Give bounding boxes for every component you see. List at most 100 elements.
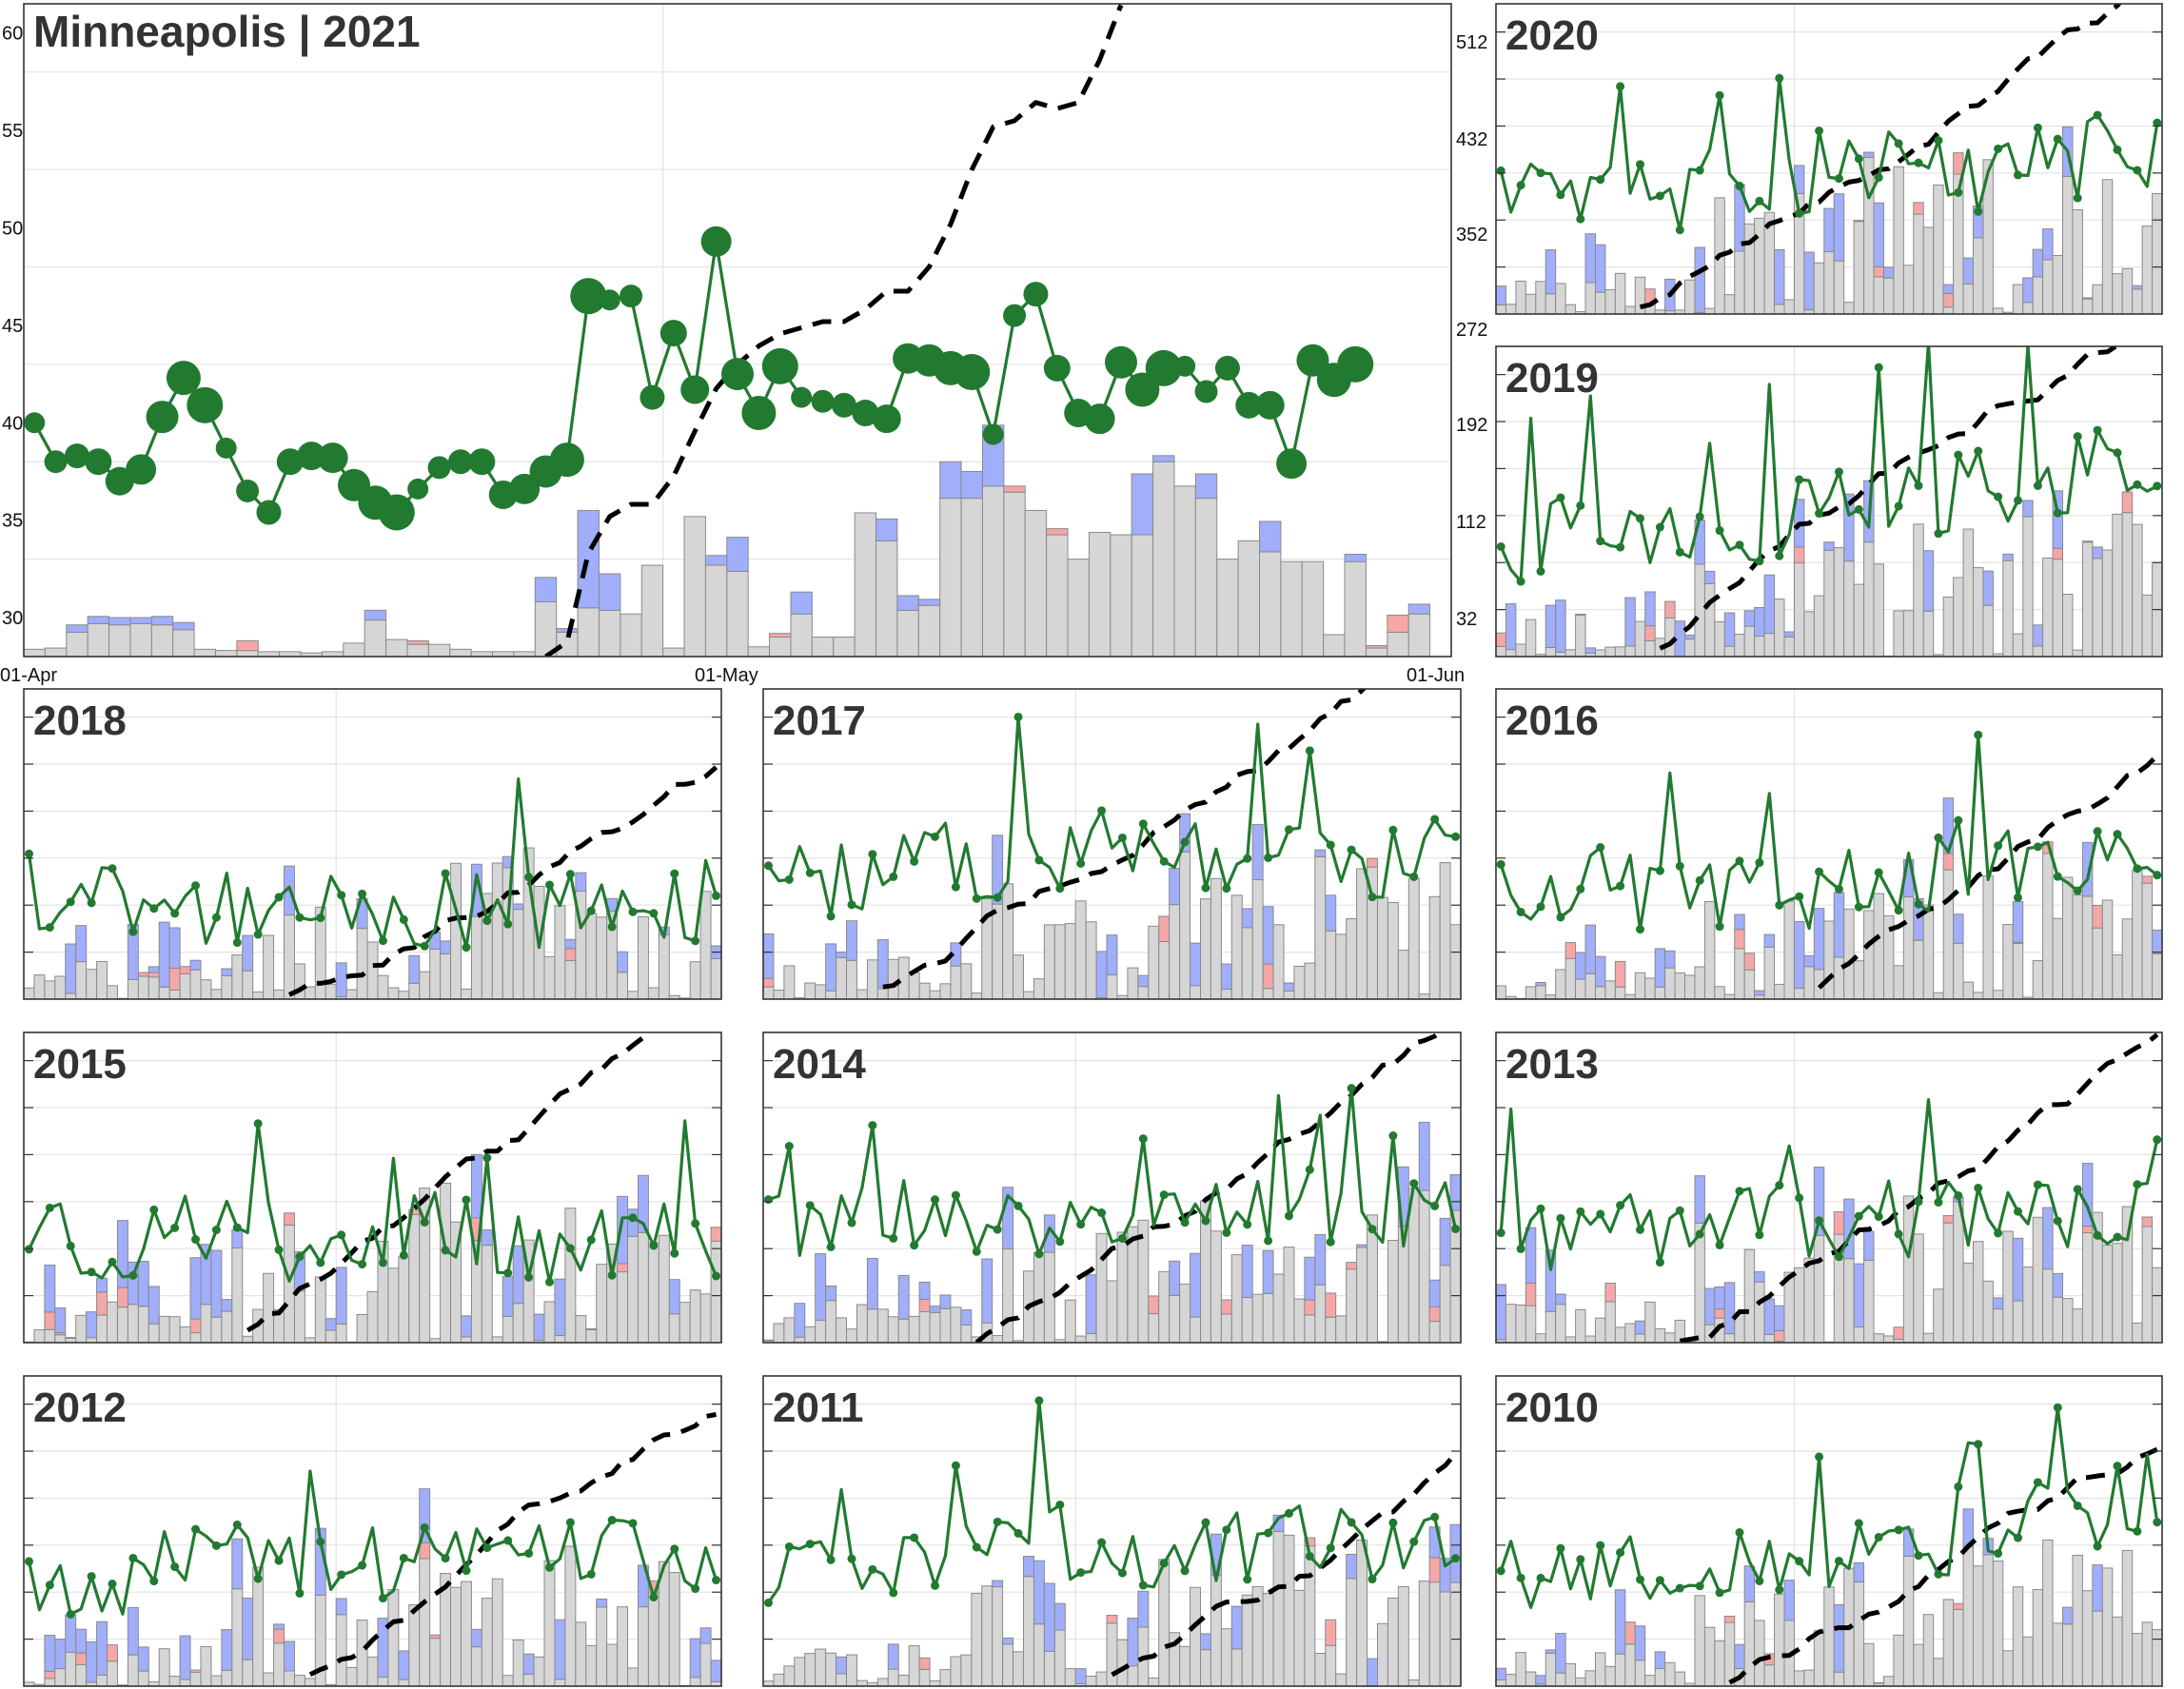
bar-count bbox=[1304, 1314, 1316, 1343]
bar-count bbox=[1754, 1281, 1765, 1343]
bar-count bbox=[627, 1235, 639, 1343]
bar-count bbox=[585, 1644, 598, 1686]
green-point bbox=[482, 1543, 492, 1553]
bar-count bbox=[617, 1606, 629, 1686]
green-point bbox=[524, 873, 534, 882]
panel-main: Minneapolis | 2021 bbox=[23, 3, 1452, 658]
green-point bbox=[1775, 73, 1784, 83]
bar-pink-segment bbox=[1774, 1329, 1785, 1343]
bar-count bbox=[2022, 1636, 2034, 1686]
bar-count bbox=[1882, 1335, 1895, 1343]
bar-count bbox=[689, 961, 701, 999]
bar-count bbox=[1194, 498, 1218, 657]
bar-count bbox=[1953, 577, 1964, 657]
bar-blue-segment bbox=[2052, 1272, 2064, 1298]
green-point bbox=[187, 386, 224, 423]
bar-count bbox=[2112, 1243, 2123, 1343]
bar-count bbox=[1982, 874, 1994, 999]
green-point bbox=[2073, 886, 2082, 895]
bar-count bbox=[1624, 645, 1636, 657]
bar-pink-segment bbox=[1575, 613, 1586, 616]
bar-count bbox=[231, 1247, 244, 1343]
bar-blue-segment bbox=[556, 628, 579, 633]
bar-pink-segment bbox=[1046, 528, 1069, 536]
plot-area bbox=[763, 689, 1461, 999]
bar-count bbox=[1407, 613, 1431, 657]
bar-blue-segment bbox=[1033, 1560, 1045, 1625]
bar-count bbox=[1833, 956, 1845, 999]
bar-count bbox=[1714, 986, 1725, 999]
bar-count bbox=[1843, 908, 1855, 999]
green-point bbox=[2053, 508, 2062, 518]
green-point bbox=[441, 869, 450, 878]
green-point bbox=[1264, 1236, 1273, 1246]
green-point bbox=[1451, 1224, 1461, 1233]
green-point bbox=[462, 943, 471, 953]
green-point bbox=[256, 500, 282, 525]
bar-count bbox=[1283, 990, 1295, 999]
bar-blue-segment bbox=[1624, 597, 1636, 647]
bar-count bbox=[1085, 921, 1097, 999]
cumulative-dashed-line bbox=[1639, 4, 2122, 310]
bar-blue-segment bbox=[577, 509, 600, 609]
bar-count bbox=[189, 969, 202, 999]
bar-count bbox=[658, 1234, 670, 1343]
panel-title: 2012 bbox=[33, 1385, 127, 1431]
bar-count bbox=[2002, 924, 2014, 999]
green-point bbox=[680, 375, 710, 404]
green-point bbox=[1496, 1566, 1505, 1576]
green-point bbox=[1874, 173, 1883, 183]
bar-count bbox=[617, 1271, 629, 1343]
bar-count bbox=[726, 570, 749, 657]
plot-area bbox=[24, 689, 721, 999]
bar-count bbox=[1793, 1670, 1805, 1686]
green-point bbox=[761, 347, 798, 384]
bar-count bbox=[2032, 276, 2044, 314]
bar-count bbox=[1942, 1222, 1955, 1343]
green-point bbox=[1117, 1568, 1127, 1578]
green-point bbox=[1834, 174, 1843, 184]
green-point bbox=[1243, 854, 1252, 863]
green-point bbox=[1117, 1233, 1127, 1243]
green-point bbox=[1854, 1211, 1863, 1221]
bar-pink-segment bbox=[107, 1644, 118, 1662]
bar-pink-segment bbox=[2141, 1216, 2154, 1227]
green-point bbox=[66, 1241, 75, 1250]
green-point bbox=[670, 1248, 679, 1258]
green-point bbox=[211, 1541, 221, 1550]
bar-count bbox=[1407, 1679, 1420, 1686]
bar-count bbox=[1873, 1333, 1884, 1343]
bar-count bbox=[2121, 267, 2134, 314]
bar-count bbox=[815, 1320, 827, 1343]
bar-count bbox=[1323, 634, 1346, 657]
green-point bbox=[931, 832, 940, 841]
green-point bbox=[1934, 1198, 1943, 1208]
bar-count bbox=[2081, 1232, 2094, 1343]
bar-count bbox=[887, 958, 899, 999]
bar-count bbox=[1703, 307, 1716, 314]
bar-blue-segment bbox=[1251, 823, 1264, 881]
bar-count bbox=[564, 1545, 577, 1686]
green-point bbox=[1695, 875, 1704, 885]
bar-count bbox=[866, 1308, 878, 1343]
green-point bbox=[2014, 170, 2023, 180]
bar-count bbox=[1505, 1304, 1517, 1343]
bar-count bbox=[107, 1660, 118, 1686]
bar-blue-segment bbox=[929, 1306, 941, 1313]
bar-count bbox=[1525, 619, 1537, 657]
bar-count bbox=[804, 982, 817, 999]
bar-count bbox=[172, 629, 195, 657]
green-point bbox=[1755, 196, 1764, 206]
bar-count bbox=[273, 1642, 285, 1686]
bar-count bbox=[1137, 986, 1150, 999]
bar-count bbox=[1853, 960, 1865, 999]
bar-count bbox=[1882, 914, 1895, 999]
green-point bbox=[1834, 884, 1843, 894]
bar-count bbox=[617, 972, 629, 999]
green-point bbox=[295, 1252, 305, 1262]
bar-blue-segment bbox=[1545, 1249, 1557, 1312]
bar-count bbox=[1843, 1258, 1855, 1343]
bar-blue-segment bbox=[896, 595, 919, 611]
bar-count bbox=[408, 1603, 421, 1686]
green-point bbox=[1194, 380, 1218, 403]
